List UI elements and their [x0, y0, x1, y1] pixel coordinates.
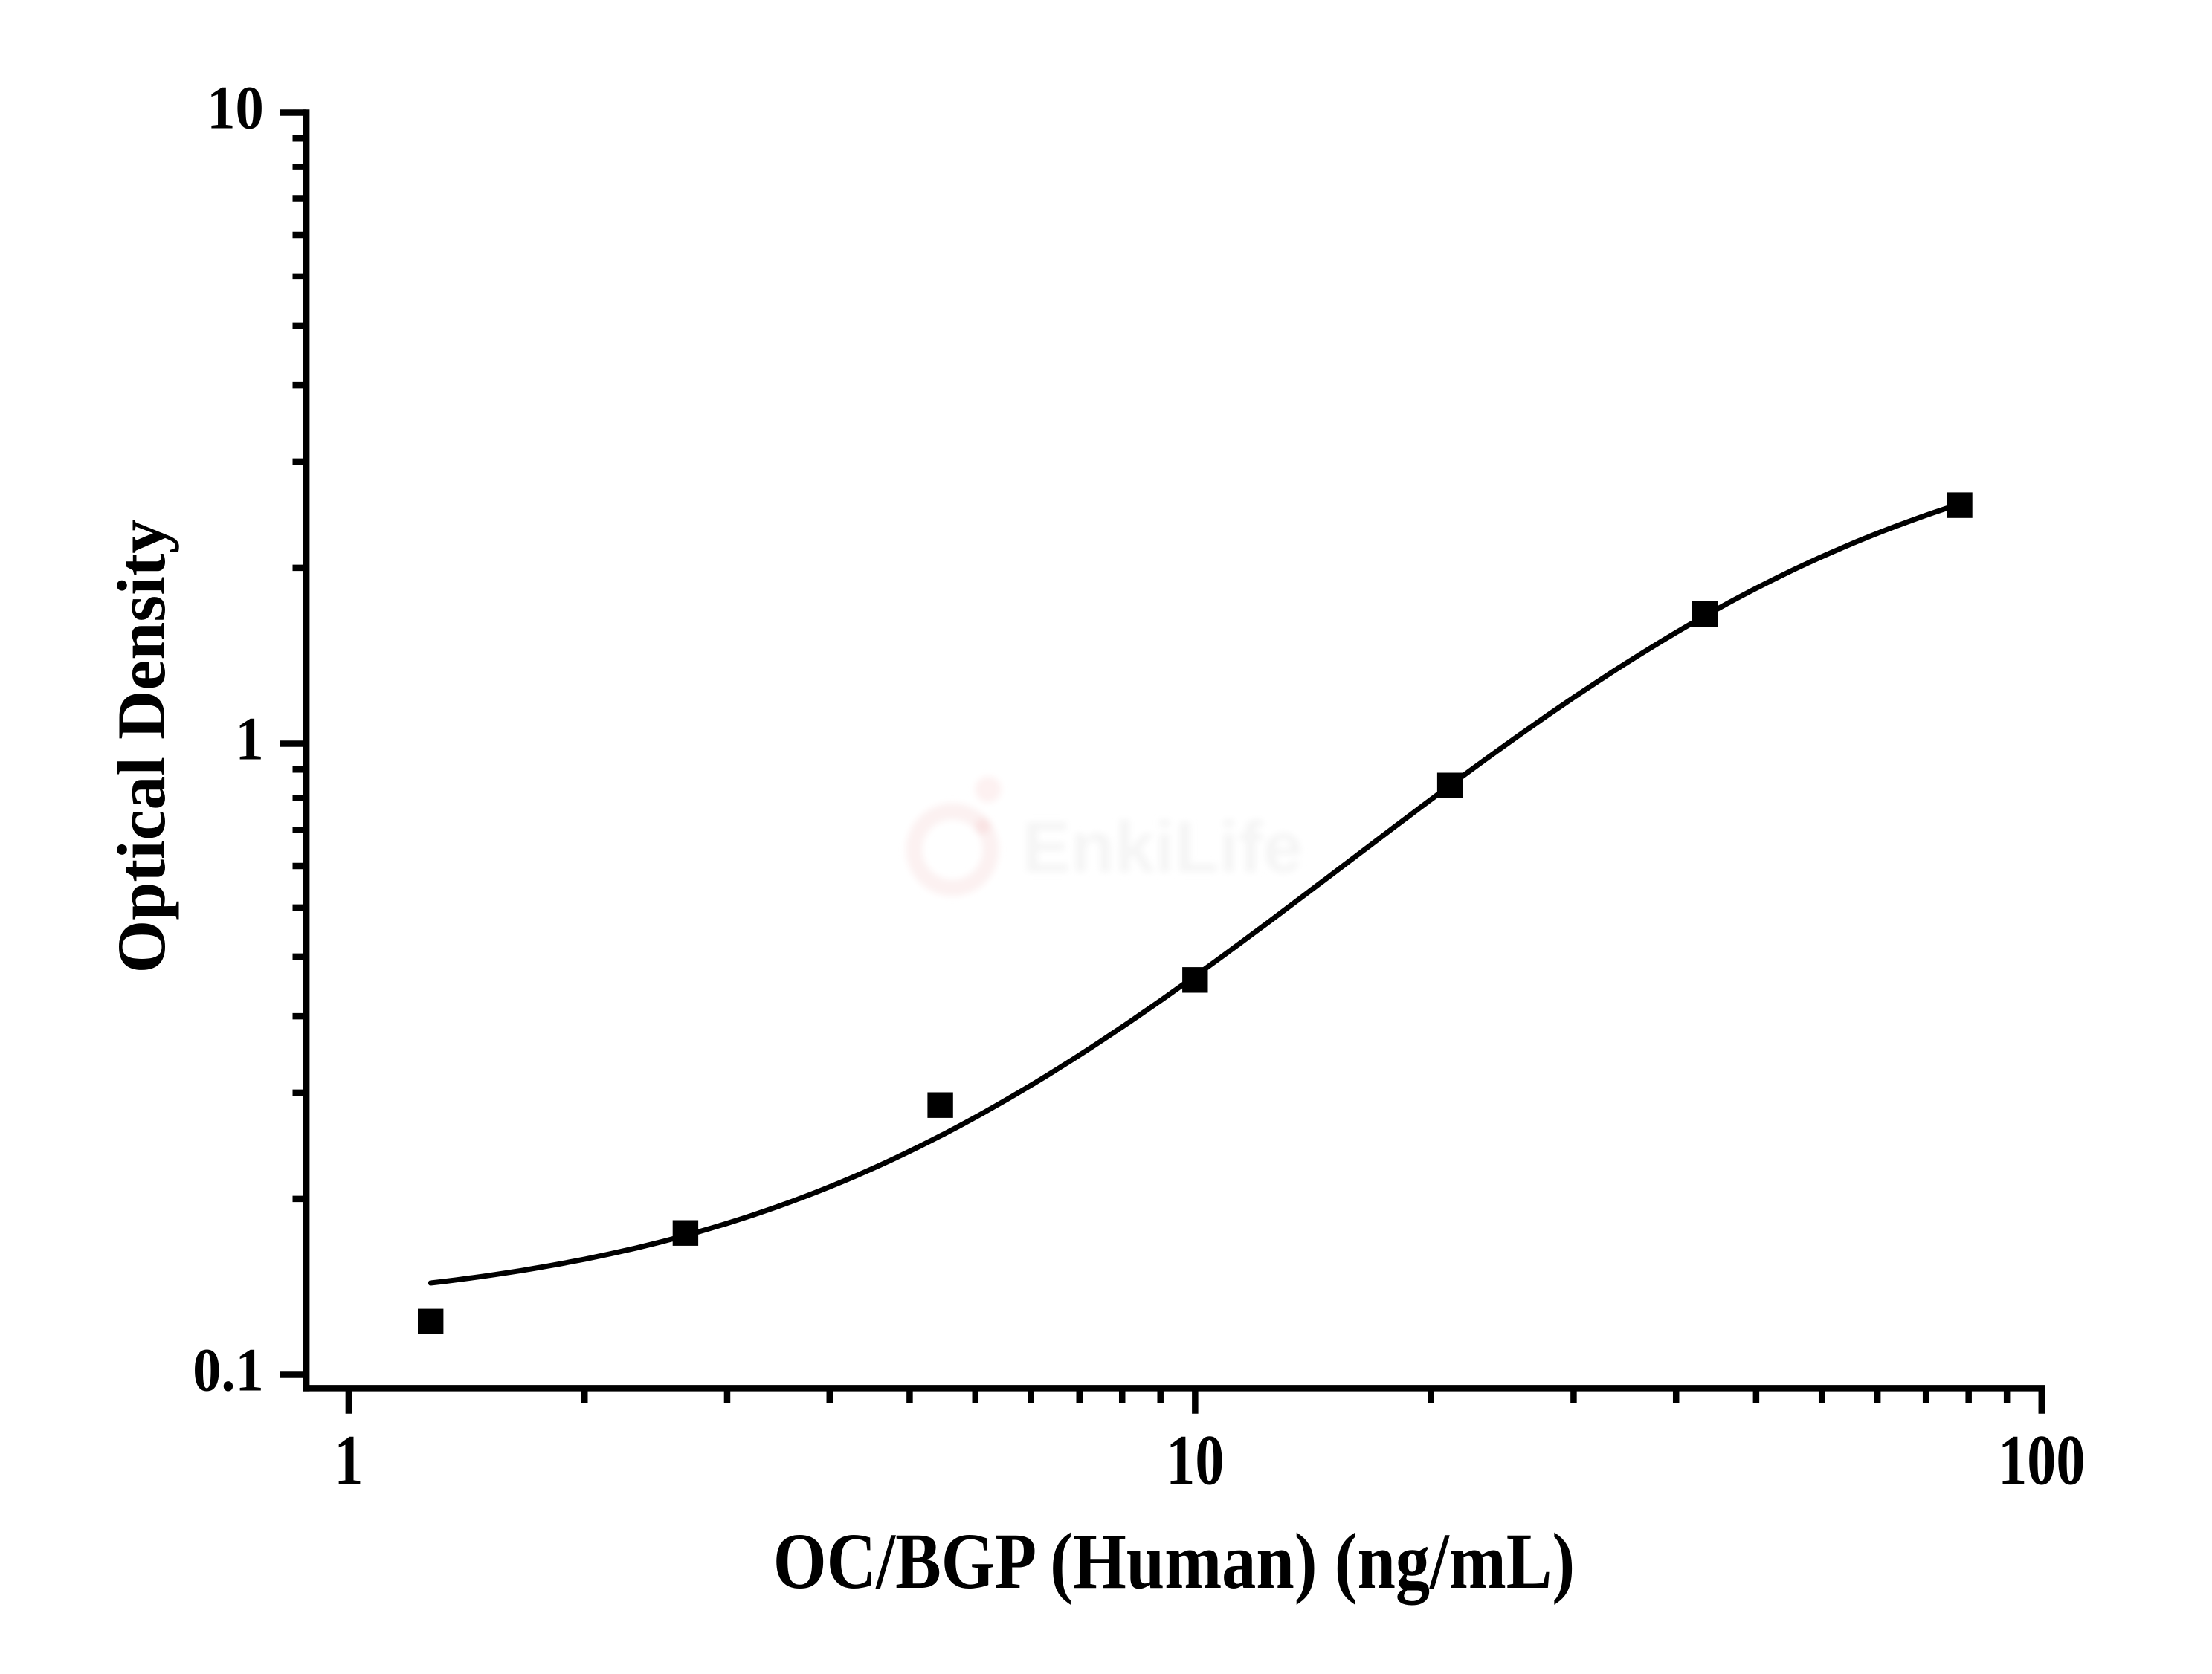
svg-text:Optical Density: Optical Density: [103, 520, 179, 974]
svg-text:1: 1: [334, 1421, 363, 1500]
svg-text:100: 100: [1998, 1421, 2085, 1500]
svg-text:1: 1: [236, 705, 264, 773]
svg-text:10: 10: [207, 74, 264, 142]
svg-text:EnkiLife: EnkiLife: [1022, 807, 1303, 888]
svg-text:OC/BGP (Human) (ng/mL): OC/BGP (Human) (ng/mL): [773, 1517, 1575, 1606]
svg-text:10: 10: [1166, 1421, 1224, 1500]
svg-text:0.1: 0.1: [193, 1337, 264, 1404]
